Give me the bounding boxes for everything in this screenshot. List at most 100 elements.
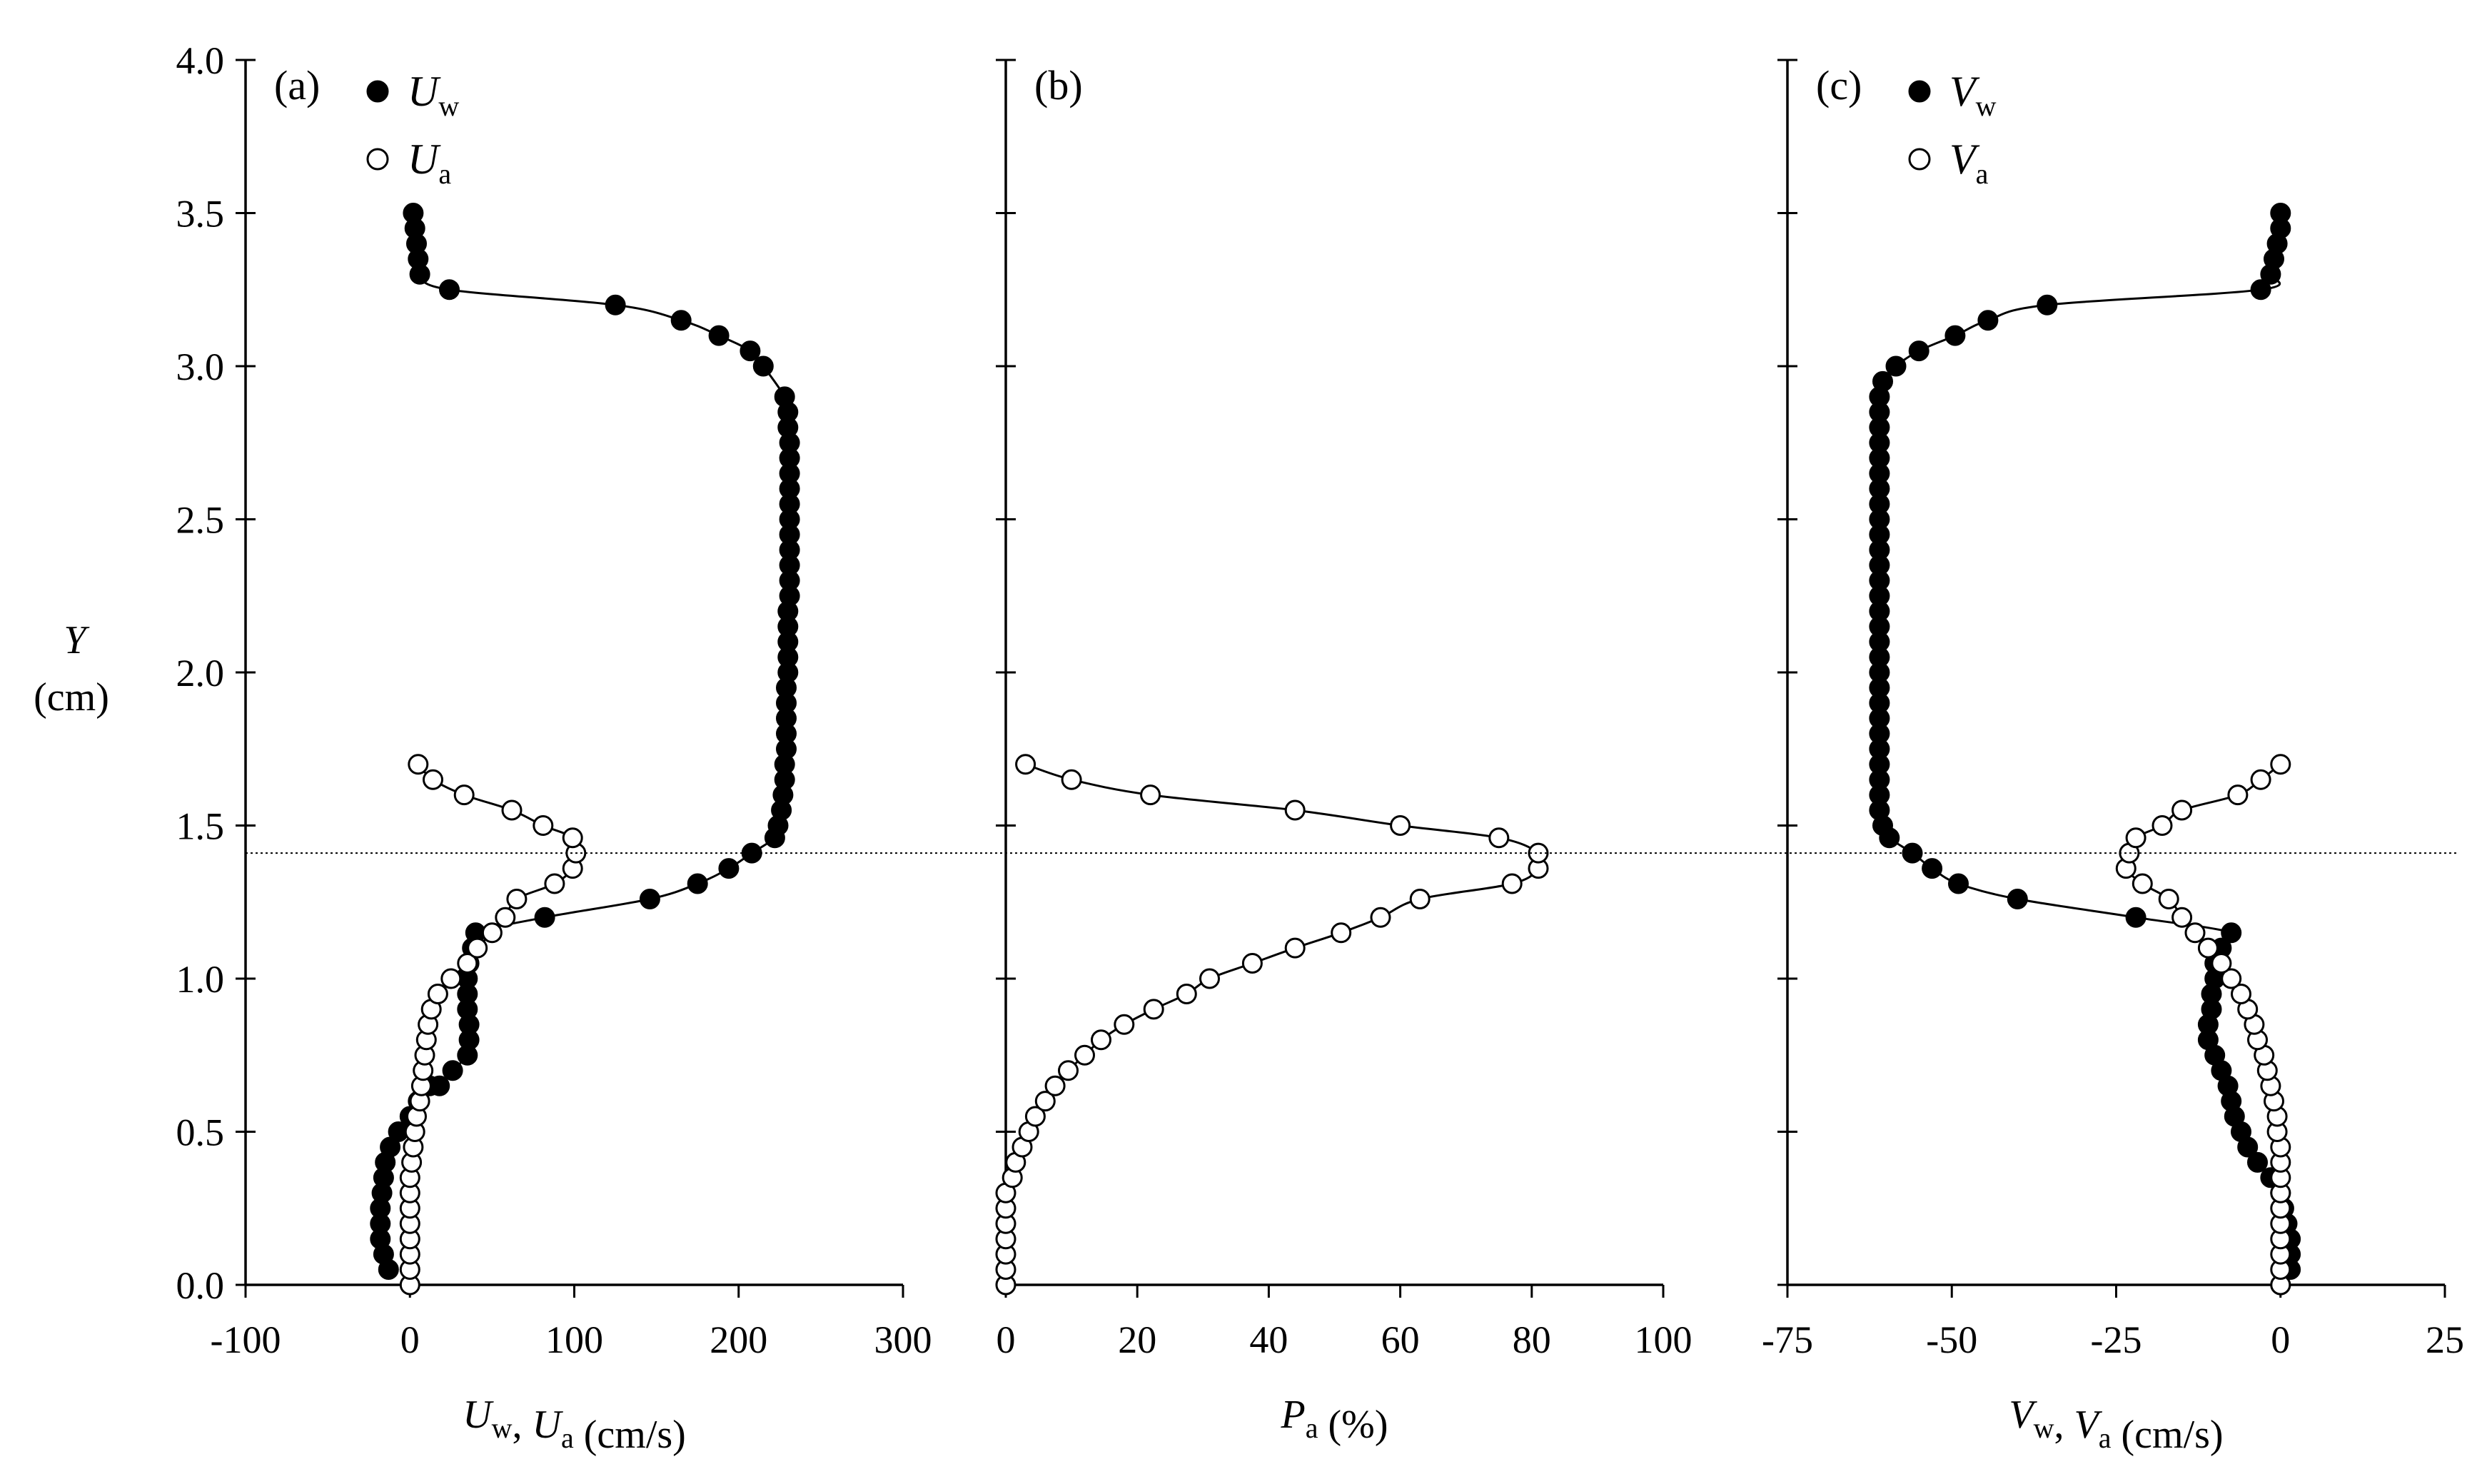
- data-point-Va: [2211, 953, 2232, 974]
- data-point-Pa: [1024, 1106, 1046, 1127]
- data-point-Pa: [1199, 968, 1220, 989]
- data-point-Pa: [1409, 889, 1431, 909]
- data-point-Pa: [1015, 754, 1036, 775]
- y-tick-label: 0.0: [176, 1264, 225, 1307]
- y-tick-label: 3.5: [176, 193, 225, 236]
- legend-marker: [366, 80, 389, 103]
- data-point-Va: [2197, 937, 2219, 959]
- data-point-Ua: [495, 907, 516, 928]
- data-point-Uw: [605, 294, 626, 316]
- x-axis-title: Vw, Va (cm/s): [2009, 1393, 2223, 1457]
- data-point-Vw: [1922, 858, 1943, 879]
- data-point-Uw: [403, 203, 424, 223]
- data-point-Ua: [427, 984, 448, 1004]
- legend-symbol: V: [1949, 136, 1980, 183]
- data-point-Ua: [506, 889, 528, 909]
- x-axis-title-text: ,: [2054, 1403, 2074, 1447]
- data-point-Vw: [1872, 370, 1893, 392]
- data-point-Vw: [1977, 310, 1999, 331]
- data-point-Uw: [670, 310, 692, 331]
- x-tick-label: 0: [400, 1318, 420, 1361]
- x-axis-title-symbol: V: [2009, 1393, 2037, 1437]
- x-axis-title-subscript: w: [2034, 1412, 2054, 1444]
- x-tick-label: -50: [1926, 1318, 1977, 1361]
- data-point-Va: [2132, 873, 2153, 894]
- data-point-Va: [2151, 815, 2173, 836]
- data-point-Va: [2158, 889, 2179, 909]
- data-point-Pa: [1143, 999, 1164, 1020]
- y-tick-label: 4.0: [176, 39, 225, 82]
- data-point-Pa: [1528, 842, 1549, 864]
- data-point-Uw: [740, 340, 761, 362]
- legend-subscript: a: [438, 158, 451, 190]
- legend-symbol: V: [1949, 68, 1980, 115]
- x-tick-label: 0: [997, 1318, 1016, 1361]
- data-point-Pa: [1034, 1091, 1056, 1112]
- data-point-Va: [2125, 827, 2146, 849]
- data-point-Pa: [1044, 1075, 1066, 1096]
- data-point-Pa: [1074, 1044, 1095, 1066]
- legend-subscript: a: [1976, 158, 1989, 190]
- data-point-Va: [2231, 984, 2251, 1004]
- data-point-Vw: [2221, 922, 2242, 944]
- data-point-Vw: [2270, 203, 2291, 223]
- data-point-Pa: [1370, 907, 1391, 928]
- data-point-Pa: [1284, 937, 1306, 959]
- data-point-Uw: [639, 889, 660, 909]
- data-point-Uw: [687, 873, 708, 894]
- data-point-Pa: [1331, 922, 1352, 944]
- data-point-Ua: [481, 922, 503, 944]
- data-point-Uw: [774, 386, 795, 408]
- x-tick-label: 20: [1118, 1318, 1156, 1361]
- x-tick-label: 100: [545, 1318, 603, 1361]
- legend-label: Vw: [1949, 68, 1997, 122]
- data-point-Uw: [439, 279, 460, 301]
- data-point-Va: [2171, 799, 2193, 821]
- x-axis-title: Uw, Ua (cm/s): [463, 1393, 686, 1457]
- data-point-Ua: [457, 953, 478, 974]
- legend-symbol: U: [408, 136, 441, 183]
- data-point-Uw: [708, 325, 730, 346]
- series-line-Pa: [1004, 763, 1544, 1285]
- data-point-Ua: [467, 937, 488, 959]
- x-tick-label: 80: [1513, 1318, 1551, 1361]
- x-axis-title-subscript: a: [561, 1422, 574, 1454]
- x-tick-label: 25: [2426, 1318, 2464, 1361]
- data-point-Vw: [2250, 279, 2271, 301]
- panel-label: (b): [1034, 62, 1083, 108]
- y-axis-title: Y (cm): [34, 618, 109, 720]
- x-axis-title-symbol: U: [463, 1393, 494, 1437]
- data-point-Va: [2250, 769, 2271, 790]
- legend-subscript: w: [438, 90, 459, 122]
- data-point-Ua: [544, 873, 565, 894]
- data-point-Va: [2184, 922, 2206, 944]
- x-axis-title-text: (%): [1318, 1403, 1388, 1447]
- x-tick-label: 200: [710, 1318, 767, 1361]
- panel-label: (c): [1816, 62, 1862, 108]
- data-point-Uw: [534, 907, 555, 928]
- data-point-Ua: [408, 754, 429, 775]
- y-axis-unit: (cm): [34, 675, 109, 720]
- legend-marker: [366, 148, 389, 171]
- data-point-Pa: [1284, 799, 1306, 821]
- data-point-Pa: [1488, 827, 1510, 849]
- data-point-Uw: [718, 858, 740, 879]
- legend-label: Ua: [408, 136, 451, 190]
- y-tick-label: 2.5: [176, 499, 225, 542]
- x-axis-title-text: (cm/s): [2112, 1413, 2224, 1457]
- x-tick-label: 60: [1381, 1318, 1420, 1361]
- x-axis-title-subscript: a: [2099, 1422, 2112, 1454]
- data-point-Ua: [440, 968, 462, 989]
- y-tick-label: 2.0: [176, 652, 225, 695]
- data-point-Ua: [562, 827, 583, 849]
- legend-label: Uw: [408, 68, 459, 122]
- x-tick-label: 100: [1635, 1318, 1692, 1361]
- data-point-Pa: [1241, 953, 1263, 974]
- panel-b: 0 20 40 60 80 100 Pa (%) (b): [995, 59, 1692, 1447]
- data-point-Uw: [429, 1075, 450, 1096]
- data-point-Vw: [1885, 355, 1907, 377]
- y-tick-label: 1.0: [176, 958, 225, 1001]
